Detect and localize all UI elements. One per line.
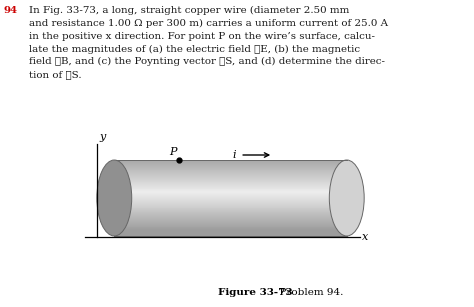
Bar: [114, 163, 347, 164]
Text: Problem 94.: Problem 94.: [273, 288, 344, 297]
Bar: [114, 169, 347, 170]
Text: late the magnitudes of (a) the electric field ⃗E, (b) the magnetic: late the magnitudes of (a) the electric …: [29, 45, 360, 53]
Bar: [114, 162, 347, 163]
Bar: [114, 182, 347, 183]
Bar: [114, 166, 347, 167]
Bar: [114, 164, 347, 165]
Text: and resistance 1.00 Ω per 300 m) carries a uniform current of 25.0 A: and resistance 1.00 Ω per 300 m) carries…: [29, 19, 388, 28]
Bar: [114, 173, 347, 175]
Bar: [114, 208, 347, 210]
Bar: [114, 218, 347, 220]
Bar: [114, 221, 347, 222]
Bar: [114, 231, 347, 233]
Bar: [114, 227, 347, 229]
Bar: [114, 217, 347, 219]
Bar: [114, 199, 347, 200]
Bar: [114, 202, 347, 203]
Text: y: y: [100, 132, 106, 142]
Bar: [114, 167, 347, 168]
Bar: [114, 205, 347, 206]
Bar: [114, 206, 347, 207]
Bar: [114, 190, 347, 192]
Text: in the positive x direction. For point P on the wire’s surface, calcu-: in the positive x direction. For point P…: [29, 32, 375, 41]
Text: x: x: [362, 232, 368, 242]
Ellipse shape: [97, 160, 132, 236]
Bar: [114, 212, 347, 214]
Text: 94: 94: [4, 6, 18, 15]
Bar: [114, 192, 347, 194]
Bar: [114, 208, 347, 209]
Bar: [114, 169, 347, 171]
Bar: [114, 197, 347, 199]
Bar: [114, 178, 347, 180]
Bar: [114, 232, 347, 234]
Bar: [114, 165, 347, 166]
Bar: [114, 226, 347, 227]
Bar: [114, 176, 347, 178]
Bar: [114, 213, 347, 215]
Bar: [114, 200, 347, 201]
Bar: [114, 219, 347, 220]
Bar: [114, 203, 347, 204]
Bar: [114, 180, 347, 181]
Bar: [114, 189, 347, 191]
Text: In Fig. 33-73, a long, straight copper wire (diameter 2.50 mm: In Fig. 33-73, a long, straight copper w…: [29, 6, 349, 15]
Bar: [114, 222, 347, 223]
Bar: [114, 188, 347, 190]
Bar: [114, 215, 347, 216]
Bar: [114, 188, 347, 189]
Bar: [114, 201, 347, 202]
Bar: [114, 175, 347, 177]
Text: tion of ⃗S.: tion of ⃗S.: [29, 70, 82, 79]
Bar: [114, 185, 347, 186]
Bar: [114, 224, 347, 225]
Bar: [114, 235, 347, 236]
Bar: [114, 177, 347, 179]
Bar: [114, 227, 347, 228]
Bar: [114, 216, 347, 217]
Bar: [114, 172, 347, 174]
Bar: [114, 204, 347, 205]
Bar: [114, 186, 347, 187]
Ellipse shape: [329, 160, 364, 236]
Bar: [114, 210, 347, 212]
Bar: [114, 181, 347, 182]
Text: i: i: [233, 150, 237, 160]
Bar: [114, 174, 347, 176]
Bar: [114, 234, 347, 235]
Bar: [114, 187, 347, 188]
Bar: [114, 184, 347, 185]
Text: Figure 33-73: Figure 33-73: [218, 288, 292, 297]
Bar: [114, 196, 347, 197]
Bar: [114, 191, 347, 193]
Bar: [114, 160, 347, 161]
Bar: [114, 168, 347, 169]
Bar: [114, 230, 347, 232]
Text: P: P: [169, 147, 176, 157]
Bar: [114, 194, 347, 196]
Bar: [114, 179, 347, 181]
Bar: [114, 223, 347, 224]
Bar: [114, 195, 347, 196]
Text: field ⃗B, and (c) the Poynting vector ⃗S, and (d) determine the direc-: field ⃗B, and (c) the Poynting vector ⃗S…: [29, 57, 385, 66]
Bar: [114, 225, 347, 226]
Bar: [114, 161, 347, 162]
Bar: [114, 211, 347, 213]
Bar: [114, 229, 347, 231]
Bar: [114, 198, 347, 200]
Bar: [114, 233, 347, 235]
Bar: [114, 220, 347, 221]
Bar: [114, 214, 347, 216]
Bar: [114, 183, 347, 184]
Bar: [114, 170, 347, 172]
Bar: [114, 228, 347, 230]
Bar: [114, 171, 347, 173]
Bar: [114, 207, 347, 208]
Bar: [114, 209, 347, 211]
Bar: [114, 193, 347, 195]
